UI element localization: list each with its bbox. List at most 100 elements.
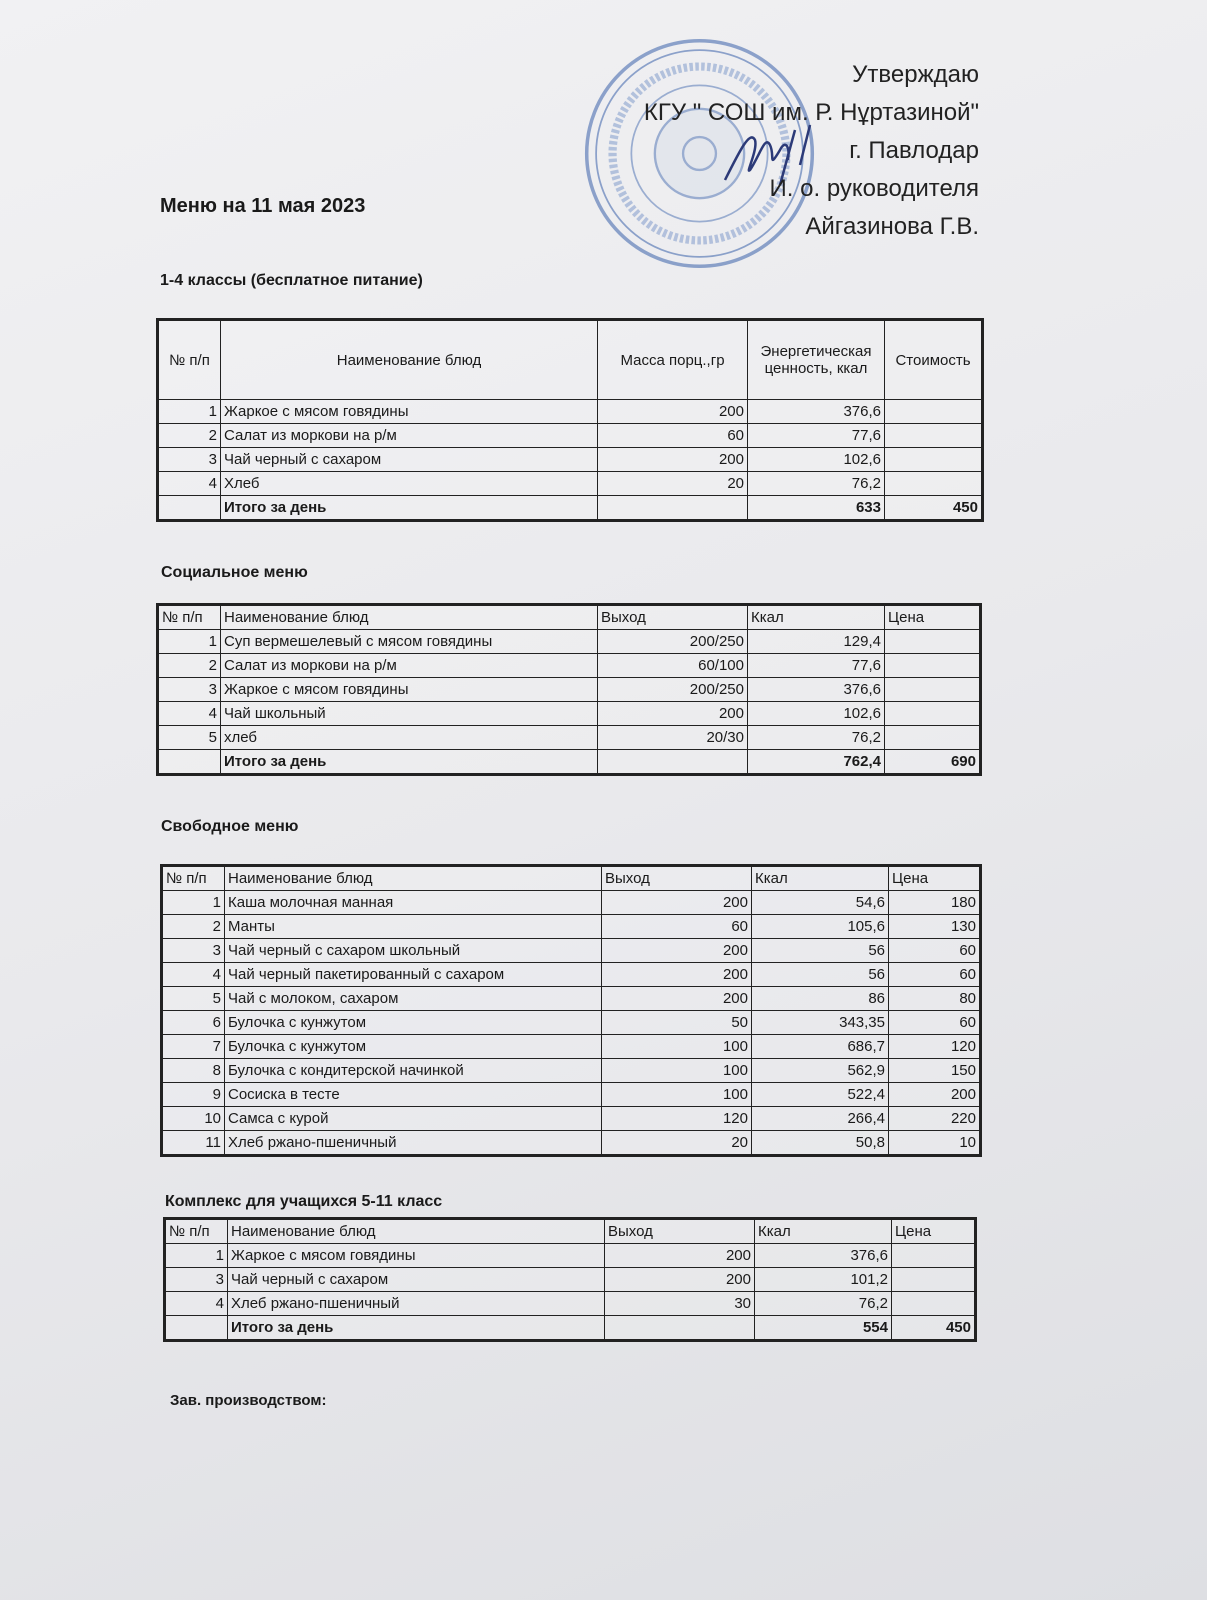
- dish-name: Чай черный с сахаром: [220, 447, 598, 472]
- menu-table-grades-1-4: № п/п Наименование блюд Масса порц.,гр Энер…: [156, 318, 984, 522]
- table-row: 5 хлеб 20/30 76,2: [157, 725, 981, 750]
- kcal: 762,4: [747, 749, 885, 775]
- column-header: Наименование блюд: [224, 865, 602, 891]
- section-heading: Свободное меню: [161, 818, 299, 835]
- portion: [597, 749, 748, 775]
- kcal: 562,9: [751, 1058, 889, 1083]
- dish-name: Салат из моркови на р/м: [220, 653, 598, 678]
- portion: [604, 1315, 755, 1341]
- signature: [723, 124, 812, 186]
- row-number: 6: [161, 1010, 225, 1035]
- kcal: 77,6: [747, 653, 885, 678]
- column-header: Наименование блюд: [227, 1218, 605, 1244]
- row-number: 9: [161, 1082, 225, 1107]
- column-header: Цена: [891, 1218, 976, 1244]
- table-header-row: № п/п Наименование блюд Выход Ккал Цена: [164, 1218, 976, 1244]
- table-row: 9 Сосиска в тесте 100 522,4 200: [161, 1082, 981, 1107]
- row-number: 3: [164, 1267, 228, 1292]
- total-row: Итого за день 554 450: [164, 1315, 976, 1341]
- dish-name: Сосиска в тесте: [224, 1082, 602, 1107]
- approval-line: Айгазинова Г.В.: [805, 213, 979, 240]
- table-row: 2 Салат из моркови на р/м 60 77,6: [157, 423, 983, 448]
- kcal: 76,2: [747, 725, 885, 750]
- row-number: 1: [157, 629, 221, 654]
- dish-name: Итого за день: [227, 1315, 605, 1341]
- approval-block: Утверждаю КГУ " СОШ им. Р. Нұртазиной" г…: [644, 56, 979, 246]
- dish-name: хлеб: [220, 725, 598, 750]
- portion: 200: [601, 962, 752, 987]
- dish-name: Чай черный с сахаром: [227, 1267, 605, 1292]
- column-header: Цена: [888, 865, 981, 891]
- column-header: № п/п: [161, 865, 225, 891]
- row-number: 4: [164, 1291, 228, 1316]
- table-row: 3 Чай черный с сахаром 200 101,2: [164, 1267, 976, 1292]
- table-row: 7 Булочка с кунжутом 100 686,7 120: [161, 1034, 981, 1059]
- dish-name: Хлеб ржано-пшеничный: [224, 1130, 602, 1156]
- price: [884, 629, 981, 654]
- footer-signoff: Зав. производством:: [170, 1392, 327, 1409]
- dish-name: Суп вермешелевый с мясом говядины: [220, 629, 598, 654]
- price: 60: [888, 962, 981, 987]
- column-header: № п/п: [157, 319, 221, 400]
- dish-name: Манты: [224, 914, 602, 939]
- portion: 100: [601, 1034, 752, 1059]
- dish-name: Булочка с кондитерской начинкой: [224, 1058, 602, 1083]
- table-row: 1 Суп вермешелевый с мясом говядины 200/25…: [157, 629, 981, 654]
- menu-table-social: № п/п Наименование блюд Выход Ккал Цена 1 Суп …: [156, 603, 982, 776]
- price: 130: [888, 914, 981, 939]
- kcal: 266,4: [751, 1106, 889, 1131]
- row-number: 1: [164, 1243, 228, 1268]
- dish-name: Чай черный с сахаром школьный: [224, 938, 602, 963]
- row-number: 4: [157, 471, 221, 496]
- section-heading: Социальное меню: [161, 564, 308, 581]
- price: [891, 1291, 976, 1316]
- table-row: 1 Каша молочная манная 200 54,6 180: [161, 890, 981, 915]
- price: 60: [888, 938, 981, 963]
- portion: 200/250: [597, 629, 748, 654]
- row-number: 7: [161, 1034, 225, 1059]
- approval-line: г. Павлодар: [849, 137, 979, 164]
- portion: 20: [601, 1130, 752, 1156]
- portion: 200: [604, 1243, 755, 1268]
- column-header: Стоимость: [884, 319, 983, 400]
- portion: 50: [601, 1010, 752, 1035]
- table-row: 4 Хлеб ржано-пшеничный 30 76,2: [164, 1291, 976, 1316]
- official-stamp: [584, 38, 815, 269]
- portion: 20: [597, 471, 748, 496]
- dish-name: Жаркое с мясом говядины: [227, 1243, 605, 1268]
- kcal: 76,2: [754, 1291, 892, 1316]
- row-number: 3: [157, 447, 221, 472]
- row-number: 3: [161, 938, 225, 963]
- row-number: 3: [157, 677, 221, 702]
- dish-name: Булочка с кунжутом: [224, 1034, 602, 1059]
- price: 10: [888, 1130, 981, 1156]
- dish-name: Чай школьный: [220, 701, 598, 726]
- kcal: 56: [751, 962, 889, 987]
- table-row: 4 Чай черный пакетированный с сахаром 200 5…: [161, 962, 981, 987]
- table-header-row: № п/п Наименование блюд Масса порц.,гр Энер…: [157, 319, 983, 400]
- price: 150: [888, 1058, 981, 1083]
- table-row: 3 Жаркое с мясом говядины 200/250 376,6: [157, 677, 981, 702]
- dish-name: Чай с молоком, сахаром: [224, 986, 602, 1011]
- kcal: 633: [747, 495, 885, 521]
- row-number: 5: [161, 986, 225, 1011]
- approval-line: И. о. руководителя: [769, 175, 979, 202]
- kcal: 376,6: [747, 399, 885, 424]
- price: 450: [884, 495, 983, 521]
- price: [891, 1267, 976, 1292]
- portion: 60: [597, 423, 748, 448]
- dish-name: Самса с курой: [224, 1106, 602, 1131]
- table-header-row: № п/п Наименование блюд Выход Ккал Цена: [157, 604, 981, 630]
- dish-name: Булочка с кунжутом: [224, 1010, 602, 1035]
- column-header: Выход: [601, 865, 752, 891]
- table-row: 2 Манты 60 105,6 130: [161, 914, 981, 939]
- column-header: Выход: [604, 1218, 755, 1244]
- page-title: Меню на 11 мая 2023: [160, 195, 366, 217]
- kcal: 376,6: [754, 1243, 892, 1268]
- kcal: 554: [754, 1315, 892, 1341]
- table-row: 11 Хлеб ржано-пшеничный 20 50,8 10: [161, 1130, 981, 1156]
- portion: 200: [601, 986, 752, 1011]
- dish-name: Каша молочная манная: [224, 890, 602, 915]
- portion: [597, 495, 748, 521]
- total-row: Итого за день 762,4 690: [157, 749, 981, 775]
